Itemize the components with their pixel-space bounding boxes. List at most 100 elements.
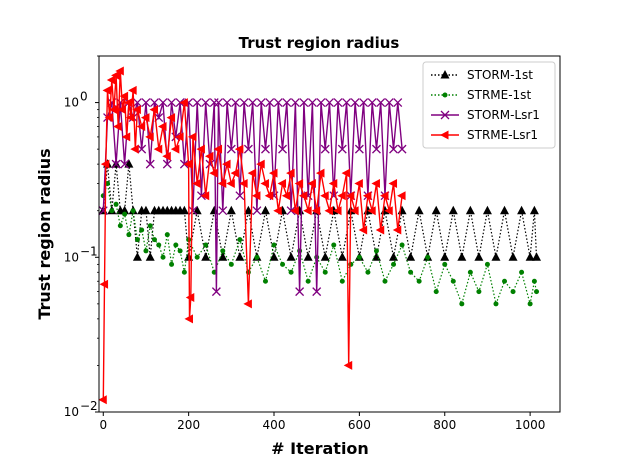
data-point-strme-lsr1 [256, 159, 265, 169]
data-point-storm-lsr1 [337, 144, 347, 154]
data-point-strme-lsr1 [222, 159, 231, 169]
data-point-storm-1st [532, 252, 542, 261]
data-point-strme-lsr1 [397, 191, 406, 201]
data-point-strme-lsr1 [350, 206, 359, 216]
data-point-strme-lsr1 [196, 144, 205, 154]
data-point-strme-lsr1 [307, 178, 316, 188]
data-point-strme-1st [126, 232, 132, 238]
data-point-strme-1st [271, 242, 277, 248]
data-point-storm-lsr1 [162, 159, 172, 169]
data-point-strme-1st [173, 242, 179, 248]
data-point-storm-lsr1 [137, 144, 147, 154]
data-point-strme-1st [519, 269, 525, 275]
y-tick-exponent: 0 [80, 90, 88, 104]
data-point-storm-lsr1 [226, 144, 236, 154]
data-point-strme-lsr1 [264, 191, 274, 201]
y-tick-label: 10 [64, 405, 79, 419]
data-point-storm-lsr1 [256, 98, 266, 108]
data-point-strme-lsr1 [384, 206, 393, 216]
data-point-strme-lsr1 [315, 168, 325, 178]
data-point-strme-lsr1 [204, 151, 214, 161]
data-point-storm-lsr1 [111, 159, 121, 169]
data-point-strme-lsr1 [183, 159, 193, 169]
data-point-strme-1st [382, 278, 388, 284]
data-point-strme-1st [139, 227, 145, 233]
data-point-storm-1st [517, 205, 527, 215]
data-point-strme-lsr1 [277, 178, 287, 188]
data-point-storm-1st [132, 252, 142, 261]
data-point-strme-lsr1 [145, 132, 154, 142]
data-point-strme-1st [399, 242, 405, 248]
data-point-strme-lsr1 [158, 122, 167, 132]
data-point-storm-lsr1 [312, 287, 322, 297]
data-point-storm-1st [320, 252, 330, 261]
data-point-storm-1st [303, 252, 313, 261]
data-point-strme-1st [531, 278, 537, 284]
data-point-strme-1st [113, 201, 119, 207]
data-point-strme-lsr1 [130, 144, 139, 154]
series-storm-lsr1 [99, 98, 407, 297]
data-point-strme-lsr1 [184, 314, 193, 324]
data-point-strme-lsr1 [251, 191, 261, 201]
data-point-strme-lsr1 [367, 206, 376, 216]
data-point-storm-1st [440, 252, 450, 261]
data-point-strme-1st [331, 242, 337, 248]
legend-item-strme-1st: STRME-1st [431, 88, 531, 102]
data-point-strme-lsr1 [175, 132, 184, 142]
data-point-strme-1st [322, 269, 328, 275]
data-point-storm-lsr1 [307, 98, 317, 108]
data-point-storm-lsr1 [393, 98, 403, 108]
data-point-storm-lsr1 [188, 206, 198, 216]
data-point-storm-lsr1 [354, 144, 364, 154]
legend-item-storm-1st: STORM-1st [431, 68, 533, 82]
legend-marker-strme-lsr1 [440, 130, 449, 140]
x-tick-label: 400 [263, 418, 286, 432]
data-point-strme-lsr1 [341, 168, 351, 178]
data-point-strme-lsr1 [140, 113, 150, 123]
data-point-strme-1st [476, 289, 482, 295]
data-point-storm-lsr1 [282, 98, 292, 108]
data-point-storm-lsr1 [273, 98, 283, 108]
data-point-strme-1st [160, 254, 166, 260]
data-point-strme-1st [502, 278, 508, 284]
data-point-strme-lsr1 [126, 113, 135, 123]
data-point-storm-lsr1 [389, 144, 398, 154]
data-point-strme-1st [254, 254, 260, 260]
x-tick-label: 0 [99, 418, 107, 432]
data-point-storm-lsr1 [376, 98, 386, 108]
data-point-strme-lsr1 [354, 178, 363, 188]
data-point-storm-lsr1 [299, 98, 309, 108]
data-point-strme-lsr1 [115, 66, 124, 76]
data-point-strme-lsr1 [243, 299, 252, 309]
data-point-storm-lsr1 [278, 144, 288, 154]
data-point-strme-lsr1 [337, 191, 346, 201]
data-point-strme-lsr1 [392, 225, 402, 235]
data-point-strme-lsr1 [294, 178, 304, 188]
data-point-storm-lsr1 [145, 159, 155, 169]
data-point-storm-1st [286, 252, 296, 261]
data-point-strme-1st [164, 232, 170, 238]
data-point-strme-lsr1 [281, 191, 291, 201]
data-point-strme-lsr1 [153, 144, 163, 154]
data-point-storm-1st [482, 205, 492, 215]
data-point-storm-lsr1 [367, 98, 377, 108]
data-point-strme-1st [109, 208, 115, 214]
data-point-storm-lsr1 [158, 98, 168, 108]
data-point-strme-1st [130, 208, 136, 214]
data-point-storm-1st [500, 205, 510, 215]
data-point-storm-1st [508, 252, 518, 261]
data-point-storm-lsr1 [243, 144, 253, 154]
data-point-strme-1st [220, 248, 226, 254]
data-point-strme-lsr1 [170, 144, 180, 154]
data-point-storm-lsr1 [132, 98, 142, 108]
data-point-strme-lsr1 [99, 279, 109, 289]
legend-item-storm-lsr1: STORM-Lsr1 [431, 108, 540, 122]
data-point-strme-1st [156, 242, 162, 248]
data-point-strme-lsr1 [187, 132, 197, 142]
data-point-strme-lsr1 [343, 360, 353, 370]
data-point-storm-1st [120, 205, 130, 215]
data-point-storm-1st [243, 205, 253, 215]
data-point-storm-lsr1 [384, 98, 394, 108]
data-point-strme-lsr1 [358, 225, 368, 235]
data-point-strme-lsr1 [149, 105, 158, 115]
